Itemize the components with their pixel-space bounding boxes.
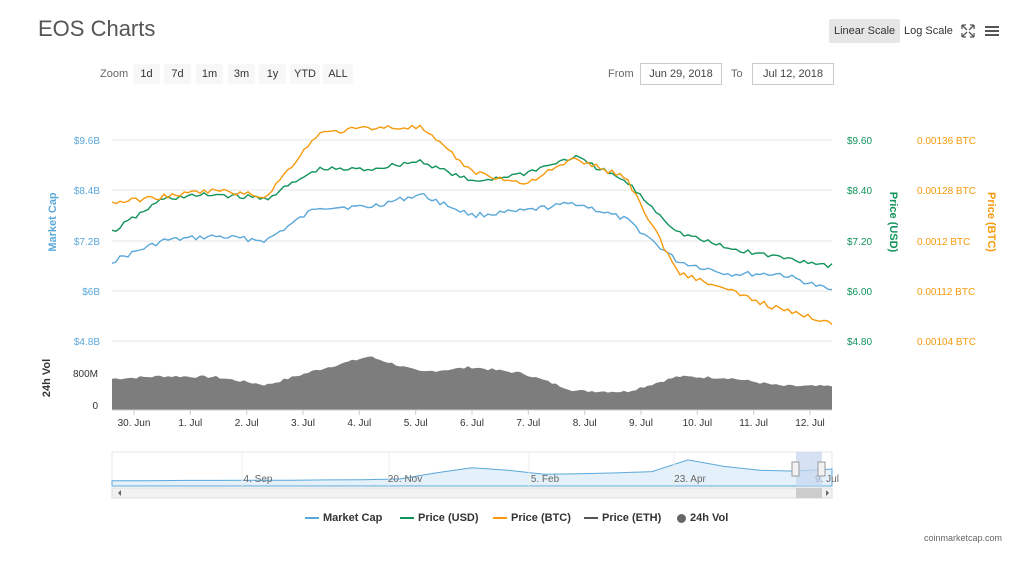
series-line-price-usd- (111, 154, 833, 269)
zoom-all-button[interactable]: ALL (323, 64, 353, 84)
zoom-1d-button[interactable]: 1d (133, 64, 160, 84)
btc-axis-tick: 0.00112 BTC (917, 287, 975, 298)
x-tick-label: 3. Jul (291, 418, 315, 429)
price-btc-swatch (493, 517, 507, 520)
page-title: EOS Charts (38, 16, 156, 41)
left-axis-tick: $4.8B (74, 337, 100, 348)
to-date-input[interactable]: Jul 12, 2018 (752, 63, 834, 85)
series-line-market-cap (111, 192, 833, 291)
usd-axis-title: Price (USD) (887, 192, 899, 253)
to-label: To (731, 68, 743, 80)
navigator-label: 9. Jul (815, 474, 839, 485)
legend-item-price-btc[interactable]: Price (BTC) (493, 512, 571, 524)
volume-tick: 0 (92, 401, 98, 412)
legend-label: 24h Vol (690, 512, 729, 524)
legend-item-market-cap[interactable]: Market Cap (305, 512, 382, 524)
x-tick-label: 5. Jul (404, 418, 428, 429)
legend-item-price-usd[interactable]: Price (USD) (400, 512, 479, 524)
navigator-handle-right (817, 461, 826, 477)
btc-axis-tick: 0.00136 BTC (917, 136, 976, 147)
x-tick-label: 10. Jul (683, 418, 712, 429)
btc-axis-title: Price (BTC) (985, 192, 997, 252)
usd-axis-tick: $8.40 (847, 186, 872, 197)
left-axis-tick: $8.4B (74, 186, 100, 197)
scroll-left-icon (118, 490, 121, 496)
legend-label: Market Cap (323, 512, 383, 524)
x-tick-label: 12. Jul (795, 418, 824, 429)
legend-label: Price (BTC) (511, 512, 571, 524)
navigator-label: 23. Apr (674, 474, 706, 485)
x-tick-label: 1. Jul (178, 418, 202, 429)
navigator-label: 4. Sep (244, 474, 273, 485)
price-usd-swatch (400, 517, 414, 520)
zoom-3m-button[interactable]: 3m (228, 64, 255, 84)
credit-text: coinmarketcap.com (923, 533, 1002, 543)
navigator-scrollbar-thumb (796, 488, 822, 498)
left-axis-tick: $9.6B (74, 136, 100, 147)
legend-item-price-eth[interactable]: Price (ETH) (584, 512, 661, 524)
navigator-label: 20. Nov (388, 474, 422, 485)
legend-label: Price (USD) (418, 512, 479, 524)
btc-axis-tick: 0.00104 BTC (917, 337, 976, 348)
legend-item-volume[interactable]: 24h Vol (677, 512, 728, 524)
usd-axis-tick: $4.80 (847, 337, 872, 348)
x-tick-label: 4. Jul (347, 418, 371, 429)
zoom-1m-button[interactable]: 1m (196, 64, 223, 84)
navigator-label: 5. Feb (531, 474, 560, 485)
volume-tick: 800M (73, 369, 98, 380)
x-tick-label: 6. Jul (460, 418, 484, 429)
navigator-scrollbar-track (111, 487, 833, 499)
linear-scale-button[interactable]: Linear Scale (829, 19, 901, 43)
scroll-right-icon (826, 490, 829, 496)
usd-axis-tick: $7.20 (847, 237, 872, 248)
x-tick-label: 11. Jul (739, 418, 768, 429)
left-axis-tick: $6B (82, 287, 100, 298)
usd-axis-tick: $6.00 (847, 287, 872, 298)
from-date-input[interactable]: Jun 29, 2018 (640, 63, 722, 85)
zoom-ytd-button[interactable]: YTD (290, 64, 320, 84)
x-tick-label: 8. Jul (573, 418, 597, 429)
left-axis-title: Market Cap (47, 192, 59, 252)
from-label: From (608, 68, 634, 80)
x-tick-label: 2. Jul (235, 418, 259, 429)
navigator-handle-left (791, 461, 800, 477)
navigator-series (111, 459, 833, 487)
zoom-1y-button[interactable]: 1y (259, 64, 286, 84)
x-tick-label: 30. Jun (118, 418, 151, 429)
legend-label: Price (ETH) (602, 512, 662, 524)
btc-axis-tick: 0.0012 BTC (917, 237, 970, 248)
volume-axis-title: 24h Vol (41, 359, 53, 397)
series-line-price-btc- (111, 124, 833, 326)
usd-axis-tick: $9.60 (847, 136, 872, 147)
btc-axis-tick: 0.00128 BTC (917, 186, 976, 197)
menu-icon[interactable] (983, 22, 1001, 40)
price-eth-swatch (584, 517, 598, 520)
fullscreen-icon[interactable] (959, 22, 977, 40)
zoom-label: Zoom (100, 68, 129, 80)
volume-area (112, 356, 832, 410)
left-axis-tick: $7.2B (74, 237, 100, 248)
x-tick-label: 9. Jul (629, 418, 653, 429)
volume-swatch (677, 513, 686, 523)
log-scale-button[interactable]: Log Scale (904, 25, 953, 37)
market-cap-swatch (305, 517, 319, 520)
x-tick-label: 7. Jul (516, 418, 540, 429)
zoom-7d-button[interactable]: 7d (164, 64, 191, 84)
